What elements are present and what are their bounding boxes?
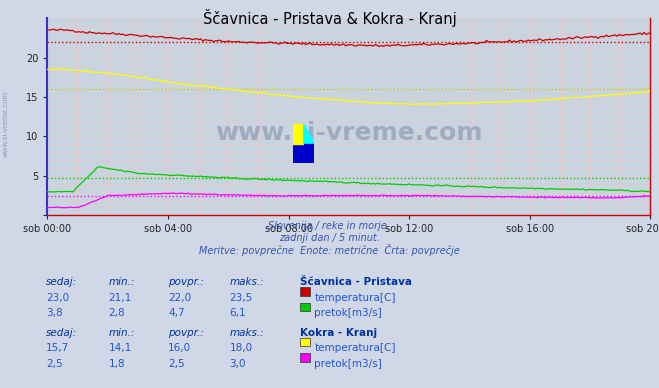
Text: temperatura[C]: temperatura[C] [314,343,396,353]
Text: 2,5: 2,5 [46,359,63,369]
Text: sedaj:: sedaj: [46,328,77,338]
Polygon shape [293,144,304,163]
Text: 2,8: 2,8 [109,308,125,319]
Polygon shape [304,124,314,144]
Text: maks.:: maks.: [229,277,264,288]
Text: 23,0: 23,0 [46,293,69,303]
Text: maks.:: maks.: [229,328,264,338]
Text: Meritve: povprečne  Enote: metrične  Črta: povprečje: Meritve: povprečne Enote: metrične Črta:… [199,244,460,256]
Text: min.:: min.: [109,328,135,338]
Text: 23,5: 23,5 [229,293,252,303]
Text: temperatura[C]: temperatura[C] [314,293,396,303]
Text: povpr.:: povpr.: [168,328,204,338]
Text: 1,8: 1,8 [109,359,125,369]
Polygon shape [304,144,314,163]
Text: www.si-vreme.com: www.si-vreme.com [215,121,482,145]
Text: min.:: min.: [109,277,135,288]
Text: Ščavnica - Pristava & Kokra - Kranj: Ščavnica - Pristava & Kokra - Kranj [202,9,457,26]
Text: pretok[m3/s]: pretok[m3/s] [314,359,382,369]
Text: 15,7: 15,7 [46,343,69,353]
Text: 6,1: 6,1 [229,308,246,319]
Text: 3,0: 3,0 [229,359,246,369]
Text: 16,0: 16,0 [168,343,191,353]
Text: 21,1: 21,1 [109,293,132,303]
Text: 2,5: 2,5 [168,359,185,369]
Text: www.si-vreme.com: www.si-vreme.com [2,91,9,157]
Text: 4,7: 4,7 [168,308,185,319]
Text: zadnji dan / 5 minut.: zadnji dan / 5 minut. [279,233,380,243]
Text: sedaj:: sedaj: [46,277,77,288]
Polygon shape [293,124,304,144]
Text: 22,0: 22,0 [168,293,191,303]
Text: pretok[m3/s]: pretok[m3/s] [314,308,382,319]
Text: 18,0: 18,0 [229,343,252,353]
Text: povpr.:: povpr.: [168,277,204,288]
Text: Kokra - Kranj: Kokra - Kranj [300,328,377,338]
Text: Slovenija / reke in morje.: Slovenija / reke in morje. [268,221,391,231]
Text: 3,8: 3,8 [46,308,63,319]
Text: Ščavnica - Pristava: Ščavnica - Pristava [300,277,412,288]
Text: 14,1: 14,1 [109,343,132,353]
